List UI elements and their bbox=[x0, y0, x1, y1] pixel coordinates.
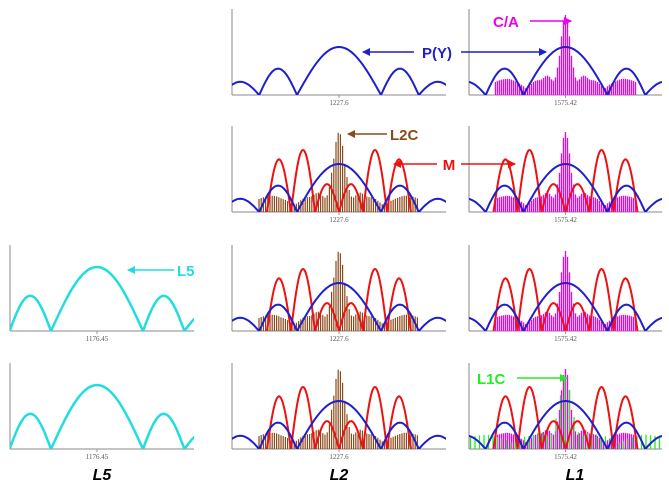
m-code-spectrum bbox=[266, 148, 412, 212]
frequency-label: 1176.45 bbox=[86, 335, 109, 343]
m-code-spectrum bbox=[492, 267, 639, 331]
p-y-spectrum bbox=[469, 281, 662, 331]
panel-l1-row-2: 1575.42 bbox=[468, 126, 662, 224]
panel-l1-row-4: 1575.42 bbox=[468, 363, 662, 461]
frequency-label: 1227.6 bbox=[329, 216, 349, 224]
m-code-spectrum bbox=[266, 385, 412, 449]
l5-label: L5 bbox=[177, 263, 195, 280]
frequency-label: 1227.6 bbox=[329, 99, 349, 107]
c-a-label: C/A bbox=[493, 14, 519, 31]
l1c-label: L1C bbox=[477, 371, 506, 388]
m-code-spectrum bbox=[492, 148, 639, 212]
p-y-label: P(Y) bbox=[422, 45, 452, 62]
annotations: P(Y) C/A L2C M L5 L1C bbox=[127, 14, 572, 388]
p-y-spectrum bbox=[232, 45, 446, 95]
p-y-spectrum bbox=[232, 162, 446, 212]
frequency-label: 1227.6 bbox=[329, 335, 349, 343]
panel-l1-row-3: 1575.42 bbox=[468, 245, 662, 343]
panel-l2-row-2: 1227.6 bbox=[231, 126, 446, 224]
panel-l2-row-4: 1227.6 bbox=[231, 363, 446, 461]
p-y-spectrum bbox=[469, 399, 662, 449]
panel-l5-row-4: 1176.45 bbox=[9, 363, 194, 461]
m-code-spectrum bbox=[266, 267, 412, 331]
p-y-spectrum bbox=[232, 281, 446, 331]
panel-l2-row-1: 1227.6 bbox=[231, 9, 446, 107]
m-label: M bbox=[443, 157, 456, 174]
m-code-spectrum bbox=[492, 385, 639, 449]
frequency-label: 1575.42 bbox=[554, 99, 577, 107]
p-y-spectrum bbox=[469, 162, 662, 212]
l5-spectrum bbox=[10, 265, 194, 331]
column-label-l2: L2 bbox=[330, 467, 349, 484]
frequency-label: 1575.42 bbox=[554, 453, 577, 461]
l5-spectrum bbox=[10, 383, 194, 449]
panel-l1-row-1: 1575.42 bbox=[468, 9, 662, 107]
column-label-l1: L1 bbox=[566, 467, 585, 484]
p-y-spectrum bbox=[469, 45, 662, 95]
spectrum-panels: 1227.6 1575.42 1227.6 1575.42 1176.45 1227.6 1… bbox=[9, 9, 662, 461]
frequency-label: 1176.45 bbox=[86, 453, 109, 461]
frequency-label: 1575.42 bbox=[554, 216, 577, 224]
p-y-spectrum bbox=[232, 399, 446, 449]
panel-l5-row-3: 1176.45 bbox=[9, 245, 194, 343]
l2c-label: L2C bbox=[390, 127, 419, 144]
column-label-l5: L5 bbox=[93, 467, 113, 484]
frequency-label: 1575.42 bbox=[554, 335, 577, 343]
panel-l2-row-3: 1227.6 bbox=[231, 245, 446, 343]
frequency-label: 1227.6 bbox=[329, 453, 349, 461]
